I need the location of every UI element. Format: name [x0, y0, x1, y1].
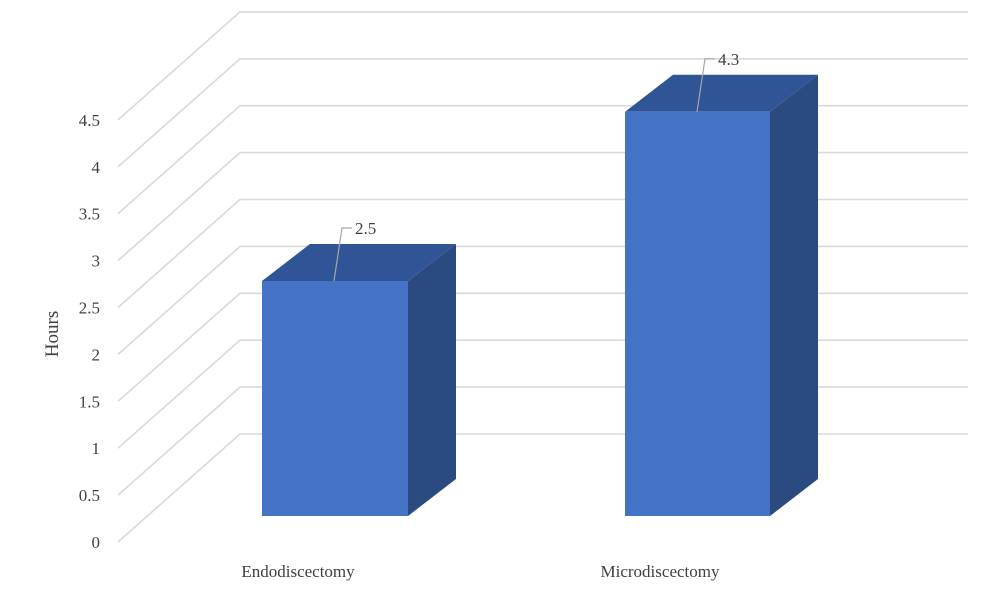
- y-tick-label: 4: [92, 158, 101, 177]
- y-tick-label: 1: [92, 439, 101, 458]
- bar-front: [625, 111, 770, 517]
- y-axis-ticks: 0 0.5 1 1.5 2 2.5 3 3.5 4 4.5: [79, 111, 101, 552]
- gridline: [117, 386, 968, 496]
- y-tick-label: 1.5: [79, 392, 100, 411]
- gridline: [117, 339, 968, 449]
- gridline: [117, 433, 968, 543]
- y-tick-label: 0.5: [79, 486, 100, 505]
- bar-microdiscectomy: 4.3: [625, 50, 818, 517]
- y-tick-label: 4.5: [79, 111, 100, 130]
- bar-endodiscectomy: 2.5: [262, 219, 456, 516]
- gridline: [117, 104, 968, 215]
- gridline: [117, 292, 968, 402]
- y-axis-label: Hours: [42, 311, 63, 357]
- gridline: [117, 198, 968, 309]
- bar-top: [262, 244, 456, 281]
- y-tick-label: 3.5: [79, 205, 100, 224]
- y-tick-label: 2.5: [79, 299, 100, 318]
- data-label: 2.5: [355, 219, 376, 238]
- gridline: [117, 11, 968, 121]
- bars: 2.5 4.3: [262, 50, 818, 517]
- y-tick-label: 0: [92, 533, 101, 552]
- x-category-label: Endodiscectomy: [241, 562, 355, 581]
- y-tick-label: 3: [92, 252, 101, 271]
- bar-top: [625, 74, 818, 112]
- gridline: [117, 151, 968, 262]
- x-category-label: Microdiscectomy: [601, 562, 720, 581]
- gridline: [117, 57, 968, 168]
- data-label-leader: [696, 58, 715, 112]
- bar-side: [770, 74, 818, 517]
- data-label-leader: [333, 227, 352, 282]
- gridlines: [117, 11, 968, 543]
- data-label: 4.3: [718, 50, 739, 69]
- gridline: [117, 245, 968, 355]
- bar-front: [262, 281, 408, 516]
- x-axis-categories: Endodiscectomy Microdiscectomy: [241, 562, 720, 581]
- bar-side: [408, 244, 456, 516]
- y-tick-label: 2: [92, 345, 101, 364]
